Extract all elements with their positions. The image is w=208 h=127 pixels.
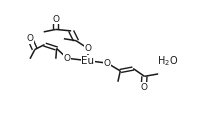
Text: O: O: [85, 44, 92, 53]
Text: H$_2$O: H$_2$O: [157, 54, 178, 68]
Text: O: O: [64, 54, 71, 63]
Text: O: O: [140, 83, 147, 92]
Text: O: O: [104, 59, 111, 68]
Text: O: O: [27, 34, 33, 43]
Text: O: O: [52, 15, 59, 24]
Text: Eu: Eu: [82, 56, 95, 66]
